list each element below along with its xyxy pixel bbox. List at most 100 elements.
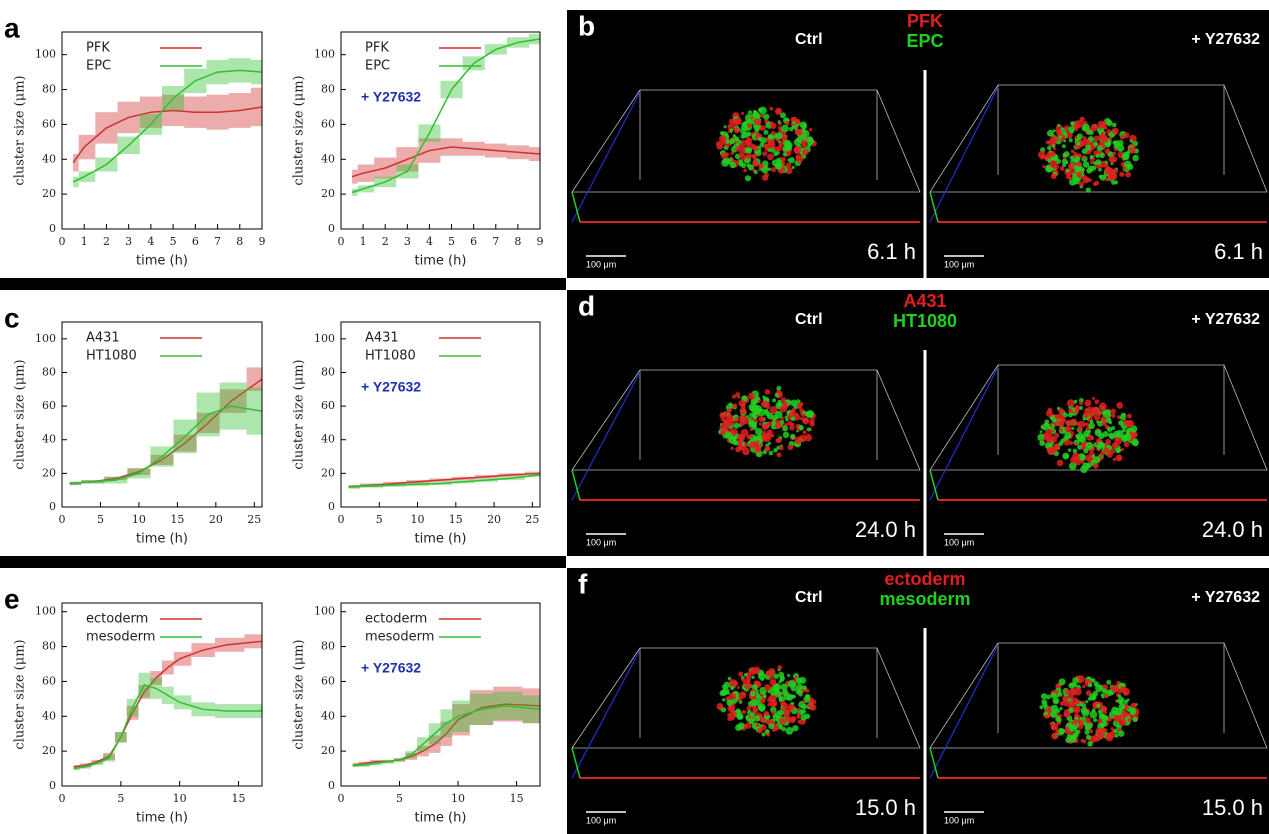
cell: [1074, 409, 1079, 414]
cell: [765, 712, 770, 717]
series-line: [351, 146, 541, 178]
cell: [1050, 710, 1058, 718]
cell: [1073, 687, 1082, 696]
cell: [790, 422, 795, 427]
cell: [1075, 709, 1080, 714]
cell: [1097, 718, 1103, 724]
cell: [743, 168, 747, 173]
cell: [749, 712, 756, 718]
cell: [719, 131, 725, 136]
scale-label: 100 μm: [586, 259, 616, 269]
cell: [1097, 120, 1106, 129]
y-tick-label: 0: [328, 222, 335, 235]
cell: [728, 138, 736, 145]
cell: [738, 142, 746, 150]
cell: [799, 408, 804, 413]
cell: [768, 450, 774, 456]
cell: [1045, 707, 1049, 711]
cell: [1076, 133, 1083, 140]
cell: [1090, 435, 1095, 441]
cell: [1047, 407, 1053, 413]
cell: [1086, 129, 1092, 135]
error-band: [73, 154, 79, 172]
cell: [1055, 729, 1060, 734]
cell: [1051, 732, 1059, 740]
cell: [1049, 722, 1053, 726]
cell: [738, 700, 743, 704]
error-band: [250, 87, 262, 127]
cell: [801, 128, 807, 134]
cell: [1059, 166, 1065, 171]
cell: [782, 152, 788, 157]
cell: [782, 431, 790, 439]
x-tick-label: 0: [59, 792, 66, 805]
wireframe: [571, 89, 921, 193]
cell: [1070, 149, 1075, 154]
error-band: [352, 169, 358, 184]
cell: [1051, 144, 1056, 148]
cell: [1101, 722, 1105, 727]
series-line: [72, 69, 263, 183]
cell: [750, 699, 758, 707]
error-band: [528, 33, 540, 45]
cell: [771, 420, 776, 426]
cell: [787, 680, 796, 688]
cell: [727, 676, 732, 681]
error-band: [452, 700, 470, 732]
cell: [767, 702, 772, 707]
cell: [776, 385, 782, 391]
cell: [759, 142, 765, 148]
cell: [797, 427, 801, 432]
cell: [1083, 430, 1091, 438]
y-tick-label: 60: [321, 399, 335, 412]
cell: [1065, 420, 1071, 426]
cell: [796, 136, 802, 143]
cell: [755, 444, 759, 448]
cell: [729, 128, 734, 133]
cell: [1058, 678, 1066, 686]
cell: [1102, 410, 1107, 415]
cell: [797, 719, 802, 724]
cell: [782, 425, 789, 432]
error-band: [524, 473, 540, 477]
cell: [741, 395, 748, 402]
cell: [1086, 167, 1093, 174]
cell: [1114, 733, 1119, 738]
cell: [1126, 698, 1130, 702]
cell: [770, 121, 774, 125]
cell: [764, 389, 771, 395]
scale-label: 100 μm: [944, 537, 974, 547]
cell: [719, 135, 727, 143]
cell: [1100, 416, 1106, 422]
cell: [732, 698, 738, 704]
cell: [752, 160, 759, 167]
cell: [1121, 428, 1126, 433]
cell: [760, 127, 764, 131]
axis-green: [929, 469, 939, 501]
cell: [1095, 684, 1104, 693]
cell: [728, 402, 733, 407]
cell: [1113, 443, 1119, 449]
x-tick-label: 2: [382, 235, 389, 248]
cell: [736, 686, 740, 690]
cell: [754, 124, 758, 128]
cell: [1112, 168, 1119, 174]
cell: [796, 714, 801, 719]
cell: [1050, 722, 1059, 731]
panel-label: d: [578, 290, 595, 321]
cell: [1116, 401, 1124, 409]
cell: [741, 139, 745, 143]
cell: [795, 399, 801, 405]
cell: [1050, 692, 1057, 699]
cell: [1081, 148, 1088, 155]
plot-frame: [61, 321, 263, 508]
cell: [1118, 703, 1126, 710]
y-tick-label: 0: [328, 500, 335, 513]
cell: [768, 723, 775, 730]
time-label: 15.0 h: [1202, 795, 1263, 820]
cell: [1129, 139, 1134, 143]
cell: [745, 152, 752, 160]
cell: [749, 690, 756, 697]
cell: [1072, 677, 1079, 684]
cell: [778, 697, 784, 702]
